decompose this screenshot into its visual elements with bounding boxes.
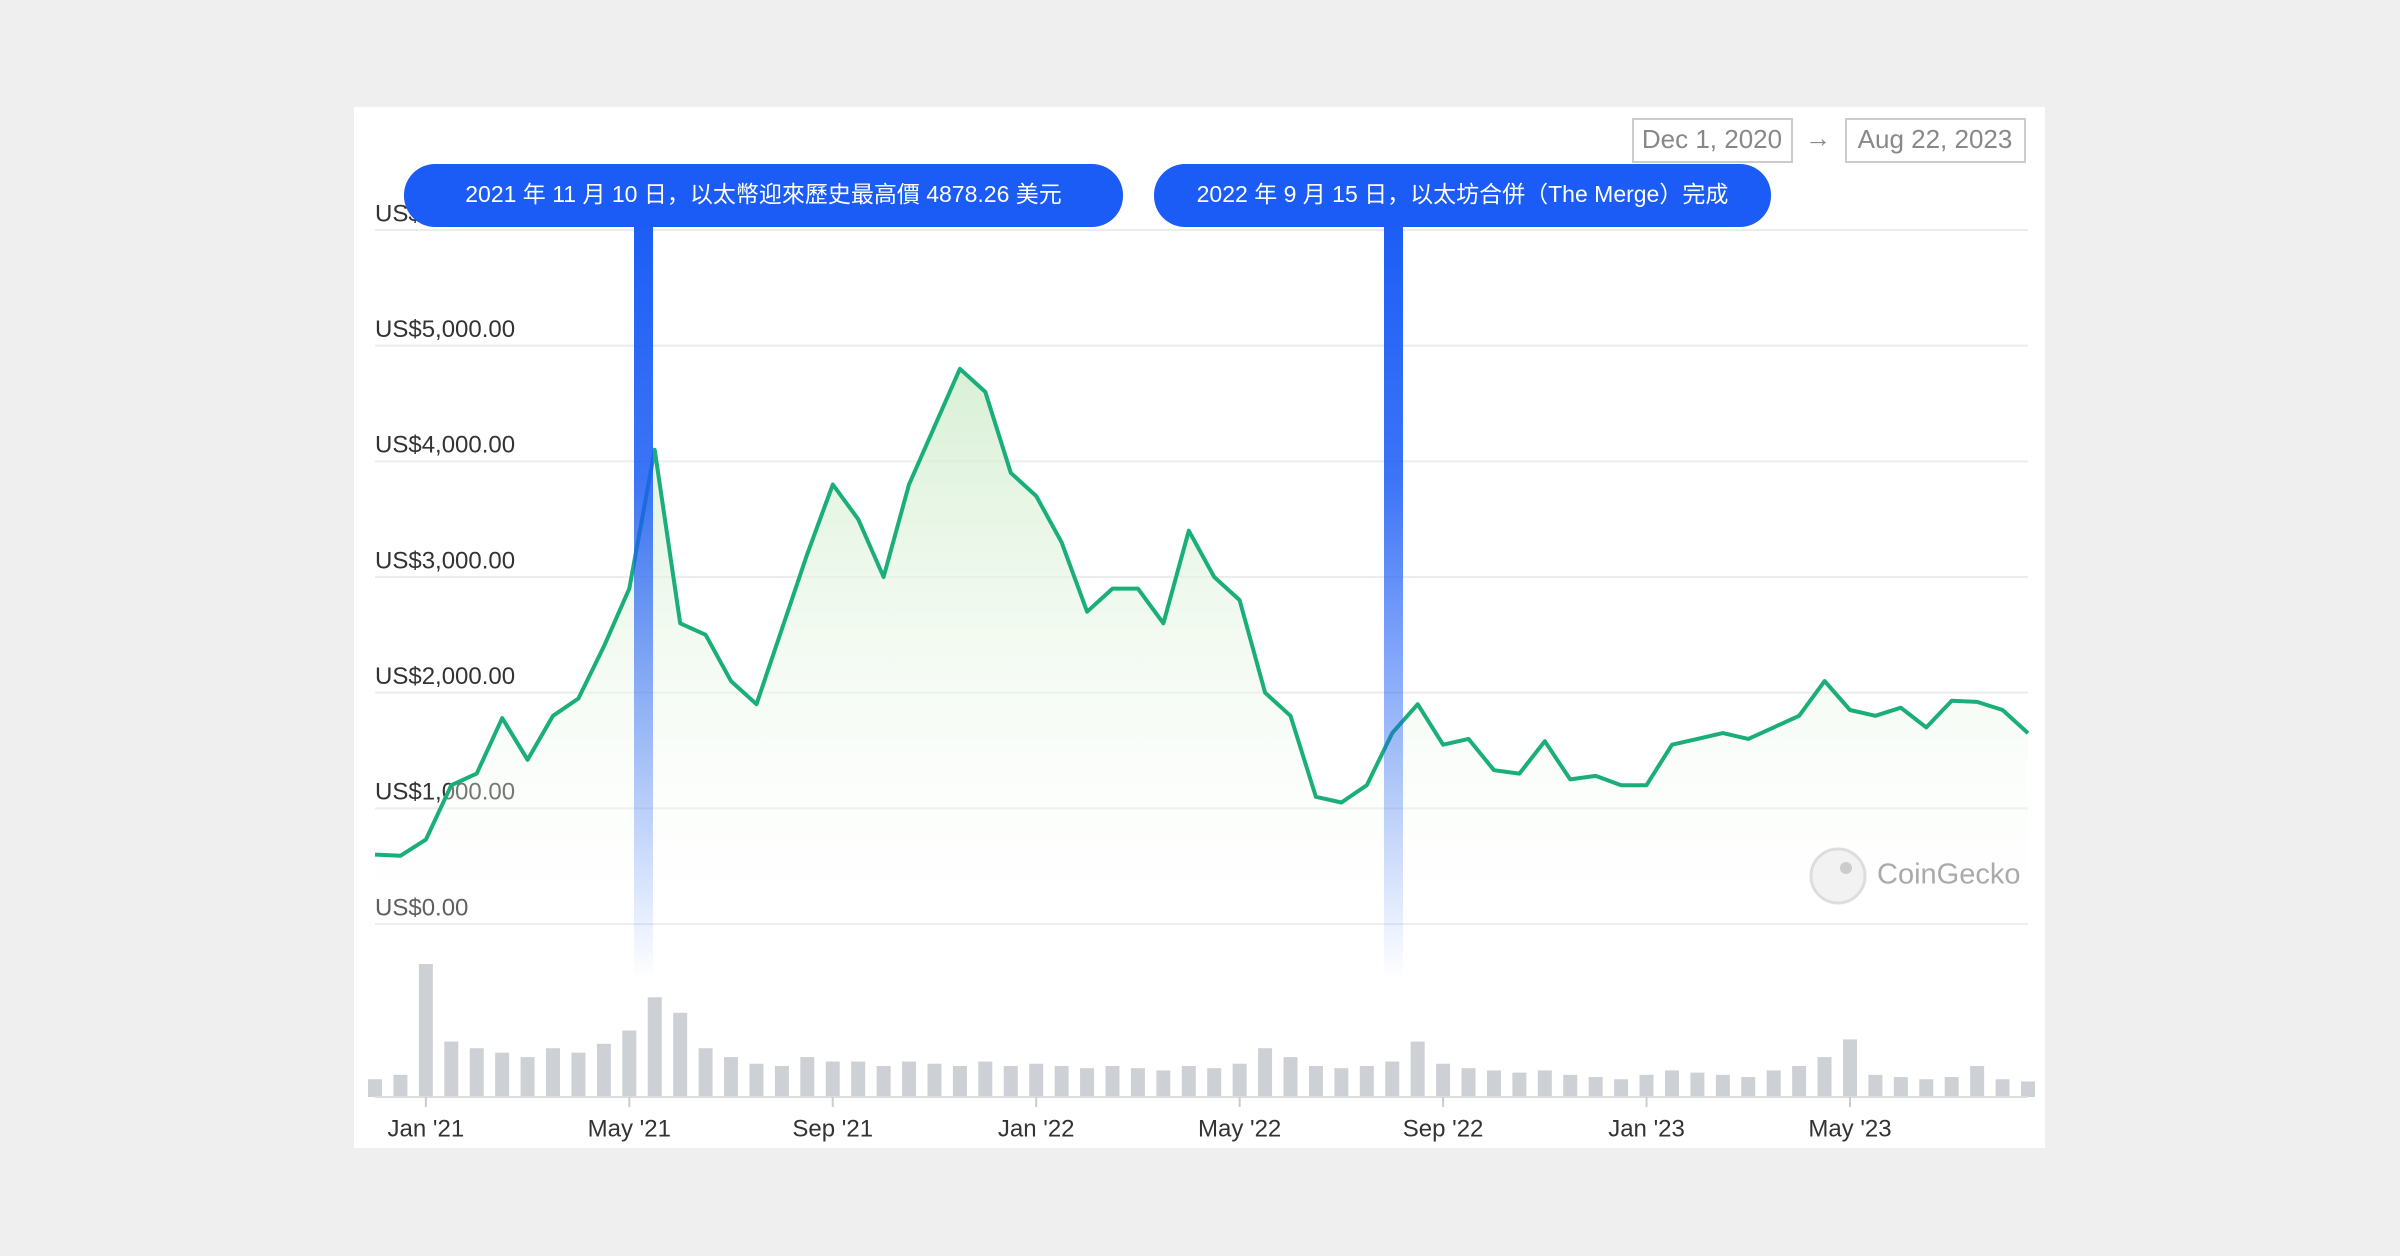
volume-bar: [800, 1057, 815, 1097]
volume-bar: [1842, 1039, 1857, 1097]
volume-bar: [1436, 1063, 1451, 1097]
volume-bar: [1741, 1077, 1756, 1097]
annotation-band: [634, 210, 653, 980]
annotation-bubble: [1154, 164, 1771, 227]
volume-bar: [1817, 1057, 1832, 1097]
volume-bar: [1029, 1063, 1044, 1097]
x-tick-label: Jan '23: [1608, 1115, 1685, 1142]
volume-bar: [1766, 1070, 1781, 1097]
volume-bar: [1003, 1065, 1018, 1097]
volume-bar: [1588, 1077, 1603, 1097]
y-tick-label: US$2,000.00: [375, 663, 515, 690]
x-tick-label: May '23: [1808, 1115, 1891, 1142]
volume-bar: [1359, 1065, 1374, 1097]
volume-bar: [1537, 1070, 1552, 1097]
volume-bar: [698, 1048, 713, 1097]
volume-bar: [2021, 1081, 2035, 1097]
volume-bar: [825, 1061, 840, 1097]
area: [375, 368, 2028, 924]
volume-bar: [469, 1048, 484, 1097]
volume-bar: [571, 1052, 586, 1097]
volume-bar: [1232, 1063, 1247, 1097]
x-tick-label: Sep '22: [1403, 1115, 1484, 1142]
volume-bar: [495, 1052, 510, 1097]
volume-bar: [520, 1057, 535, 1097]
volume-bar: [1792, 1065, 1807, 1097]
watermark: CoinGecko: [1809, 847, 2020, 905]
date-end-box[interactable]: [1845, 118, 2026, 163]
volume-bar: [1715, 1074, 1730, 1097]
volume-bar: [1486, 1070, 1501, 1097]
volume-bar: [952, 1065, 967, 1097]
watermark-logo: [1809, 847, 1867, 905]
x-tick-label: Jan '21: [388, 1115, 465, 1142]
volume-bar: [1156, 1070, 1171, 1097]
volume-bar: [927, 1063, 942, 1097]
volume-bar: [1614, 1079, 1629, 1097]
volume-bar: [368, 1079, 382, 1097]
date-start: Dec 1, 2020: [1642, 124, 1782, 154]
volume-bar: [1334, 1068, 1349, 1097]
volume-bar: [1639, 1074, 1654, 1097]
annotation-band: [1384, 210, 1403, 980]
volume-bar: [1512, 1072, 1527, 1097]
annotation-text: 2021 年 11 月 10 日，以太幣迎來歷史最高價 4878.26 美元: [465, 181, 1062, 207]
volume-bar: [596, 1043, 611, 1097]
watermark-logo-eye: [1840, 862, 1852, 874]
volume-bar: [1258, 1048, 1273, 1097]
volume-bar: [1690, 1072, 1705, 1097]
annotation-text: 2022 年 9 月 15 日，以太坊合併（The Merge）完成: [1197, 181, 1729, 207]
y-tick-label: US$4,000.00: [375, 432, 515, 459]
volume-bar: [673, 1012, 688, 1097]
volume-bar: [1919, 1079, 1934, 1097]
volume-bar: [1283, 1057, 1298, 1097]
volume-bar: [1130, 1068, 1145, 1097]
y-tick-label: US$5,000.00: [375, 316, 515, 343]
volume-bar: [1461, 1068, 1476, 1097]
volume-bar: [1868, 1074, 1883, 1097]
date-arrow: →: [1805, 123, 1831, 153]
volume-bar: [393, 1074, 408, 1097]
x-tick-label: May '22: [1198, 1115, 1281, 1142]
annotation-bubble: [404, 164, 1123, 227]
volume-bar: [1664, 1070, 1679, 1097]
volume-bar: [1410, 1041, 1425, 1097]
volume-bar: [622, 1030, 637, 1097]
volume-bar: [647, 997, 662, 1097]
date-start-box[interactable]: [1632, 118, 1793, 163]
volume-bar: [1385, 1061, 1400, 1097]
volume-bar: [749, 1063, 764, 1097]
volume-bar: [851, 1061, 866, 1097]
volume-bar: [1054, 1065, 1069, 1097]
volume-bar: [1080, 1068, 1095, 1097]
x-tick-label: May '21: [588, 1115, 671, 1142]
volume-bar: [1944, 1077, 1959, 1097]
volume-bar: [1181, 1065, 1196, 1097]
volume-bar: [1563, 1074, 1578, 1097]
x-tick-label: Sep '21: [792, 1115, 873, 1142]
volume-bar: [1970, 1065, 1985, 1097]
date-range: Dec 1, 2020 → Aug 22, 2023: [1632, 118, 2026, 163]
y-tick-label: US$3,000.00: [375, 547, 515, 574]
watermark-text: CoinGecko: [1877, 859, 2020, 891]
volume-bar: [418, 964, 433, 1097]
volume-bar: [1105, 1065, 1120, 1097]
volume-bar: [774, 1065, 789, 1097]
volume-bar: [902, 1061, 917, 1097]
volume-bar: [1893, 1077, 1908, 1097]
date-end: Aug 22, 2023: [1858, 124, 2013, 154]
volume-bar: [1308, 1065, 1323, 1097]
volume-bar: [876, 1065, 891, 1097]
volume-bar: [444, 1041, 459, 1097]
volume-bar: [978, 1061, 993, 1097]
x-tick-label: Jan '22: [998, 1115, 1075, 1142]
volume-bar: [1207, 1068, 1222, 1097]
volume-bar: [546, 1048, 561, 1097]
volume-bar: [1995, 1079, 2010, 1097]
volume-bar: [724, 1057, 739, 1097]
